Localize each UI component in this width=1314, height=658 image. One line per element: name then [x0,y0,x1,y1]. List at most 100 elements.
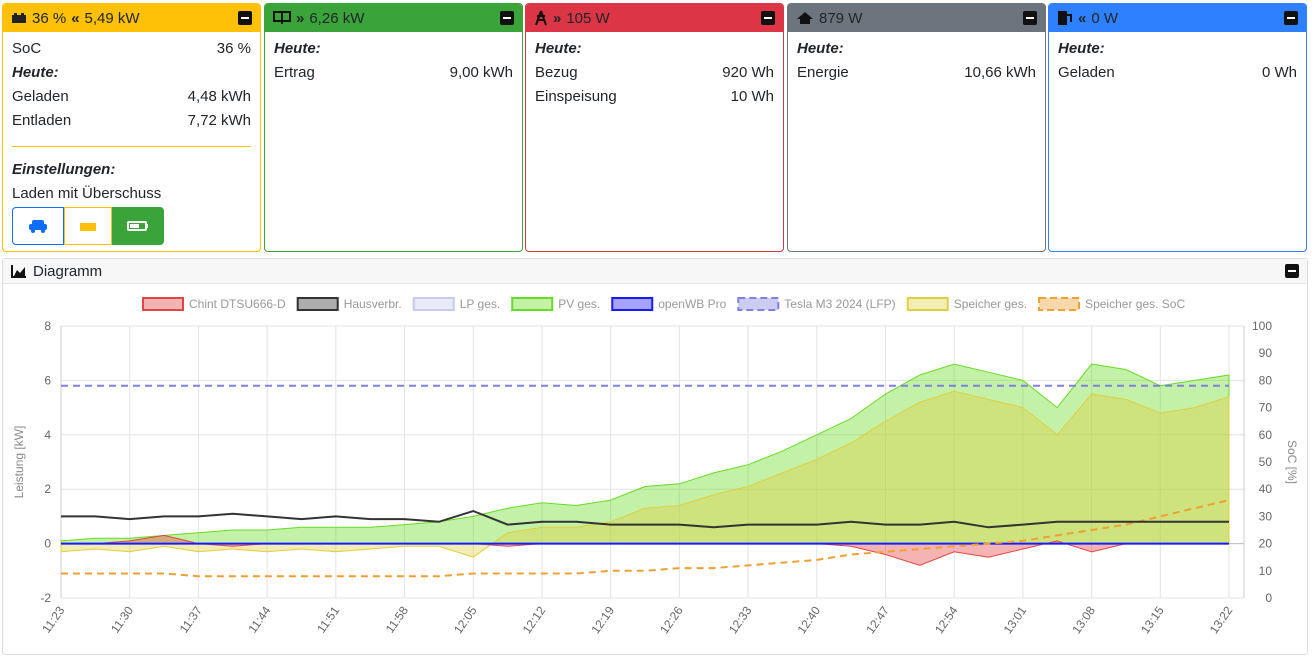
power: 5,49 kW [84,9,140,27]
pv-card: » 6,26 kW Heute: Ertrag 9,00 kWh [264,3,523,252]
legend-label: openWB Pro [658,297,726,311]
y2-tick-label: 10 [1259,564,1273,578]
x-tick-label: 11:51 [314,603,342,635]
x-tick-label: 12:05 [451,603,480,636]
label: Geladen [1058,63,1115,81]
card-header: » 105 W [526,4,783,32]
heading: Heute: [1058,39,1105,57]
x-tick-label: 11:44 [245,603,273,635]
panel-title: Diagramm [33,262,103,280]
power: 879 W [819,9,863,27]
legend-label: Hausverbr. [344,297,402,311]
y2-axis-label: SoC [%] [1285,440,1299,484]
icon [12,13,26,23]
y2-tick-label: 90 [1259,346,1273,360]
power: 0 W [1091,9,1119,27]
legend-swatch [1038,297,1081,311]
heading: Heute: [797,39,844,57]
legend-swatch [737,297,780,311]
heading: Heute: [12,63,59,81]
panel-header: Diagramm [3,259,1307,284]
power: 105 W [566,9,610,27]
label: Geladen [12,87,69,105]
battery-button[interactable] [64,207,112,245]
card-header: «0 W [1049,4,1306,32]
legend-swatch [611,297,654,311]
y2-tick-label: 100 [1252,319,1272,333]
heading: Heute: [274,39,321,57]
value: 10 Wh [730,87,774,105]
card-header: » 6,26 kW [265,4,522,32]
value: 36 % [216,39,251,57]
chart-panel: Diagramm -2 0 2 4 6 8 0 10 20 30 40 50 60 70 80 90 100 11… [2,258,1308,655]
x-tick-label: 12:26 [657,603,686,636]
x-tick-label: 13:01 [1001,603,1030,636]
y-tick-label: -2 [40,591,51,605]
card-header: 879 W [788,4,1045,32]
x-tick-label: 13:15 [1138,603,1167,636]
power-button[interactable] [112,207,164,245]
y-tick-label: 2 [44,482,51,496]
x-tick-label: 12:54 [932,603,961,636]
series-area [60,390,1230,558]
series-line [61,499,1230,578]
collapse-button[interactable] [1284,11,1298,25]
value: 0 Wh [1261,63,1297,81]
label: Einspeisung [535,87,617,105]
collapse-button[interactable] [238,11,252,25]
label: Entladen [12,111,72,129]
legend-swatch [511,297,554,311]
y2-tick-label: 80 [1259,373,1273,387]
value: 9,00 kWh [449,63,513,81]
value: 10,66 kWh [964,63,1036,81]
label: SoC [12,39,42,57]
legend-swatch [142,297,184,311]
y2-tick-label: 20 [1259,537,1273,551]
y-tick-label: 8 [44,319,51,333]
label: Bezug [535,63,578,81]
home-card: 879 W Heute: Energie 10,66 kWh [787,3,1046,252]
x-tick-label: 11:37 [177,603,205,635]
legend-label: Tesla M3 2024 (LFP) [784,297,895,311]
legend-label: LP ges. [460,297,500,311]
collapse-button[interactable] [1285,264,1299,278]
value: 920 Wh [722,63,774,81]
heading: Einstellungen: [12,160,116,178]
x-tick-label: 11:58 [383,603,411,635]
y-tick-label: 4 [44,428,51,442]
x-tick-label: 12:33 [726,603,755,636]
y2-tick-label: 60 [1259,428,1273,442]
x-tick-label: 12:47 [863,603,892,636]
x-tick-label: 13:22 [1207,603,1236,636]
value: 4,48 kWh [187,87,251,105]
y2-tick-label: 70 [1259,401,1273,415]
vehicle-button[interactable] [12,207,64,245]
legend-label: Speicher ges. SoC [1085,297,1185,311]
x-tick-label: 12:12 [520,603,549,636]
value: 7,72 kWh [187,111,251,129]
legend-label: PV ges. [558,297,600,311]
soc: 36 % [32,9,67,27]
y2-tick-label: 0 [1265,591,1272,605]
y2-tick-label: 50 [1259,455,1273,469]
legend-swatch [412,297,455,311]
legend-swatch [296,297,339,311]
legend-swatch [906,297,949,311]
y-tick-label: 6 [44,373,51,387]
x-tick-label: 13:08 [1069,603,1098,636]
grid-card: » 105 W Heute: Bezug 920 Wh Einspeisung 10 … [525,3,784,252]
label: Energie [797,63,849,81]
battery-card: 36 % « 5,49 kW SoC 36 % Heute: Geladen 4,48… [2,3,261,252]
y2-tick-label: 40 [1259,482,1273,496]
x-tick-label: 12:19 [588,603,617,636]
collapse-button[interactable] [500,11,514,25]
legend-label: Chint DTSU666-D [189,297,286,311]
collapse-button[interactable] [1023,11,1037,25]
y2-tick-label: 30 [1259,509,1273,523]
series-line [61,509,1229,529]
card-header: 36 % « 5,49 kW [3,4,260,32]
y-tick-label: 0 [44,537,51,551]
collapse-button[interactable] [761,11,775,25]
